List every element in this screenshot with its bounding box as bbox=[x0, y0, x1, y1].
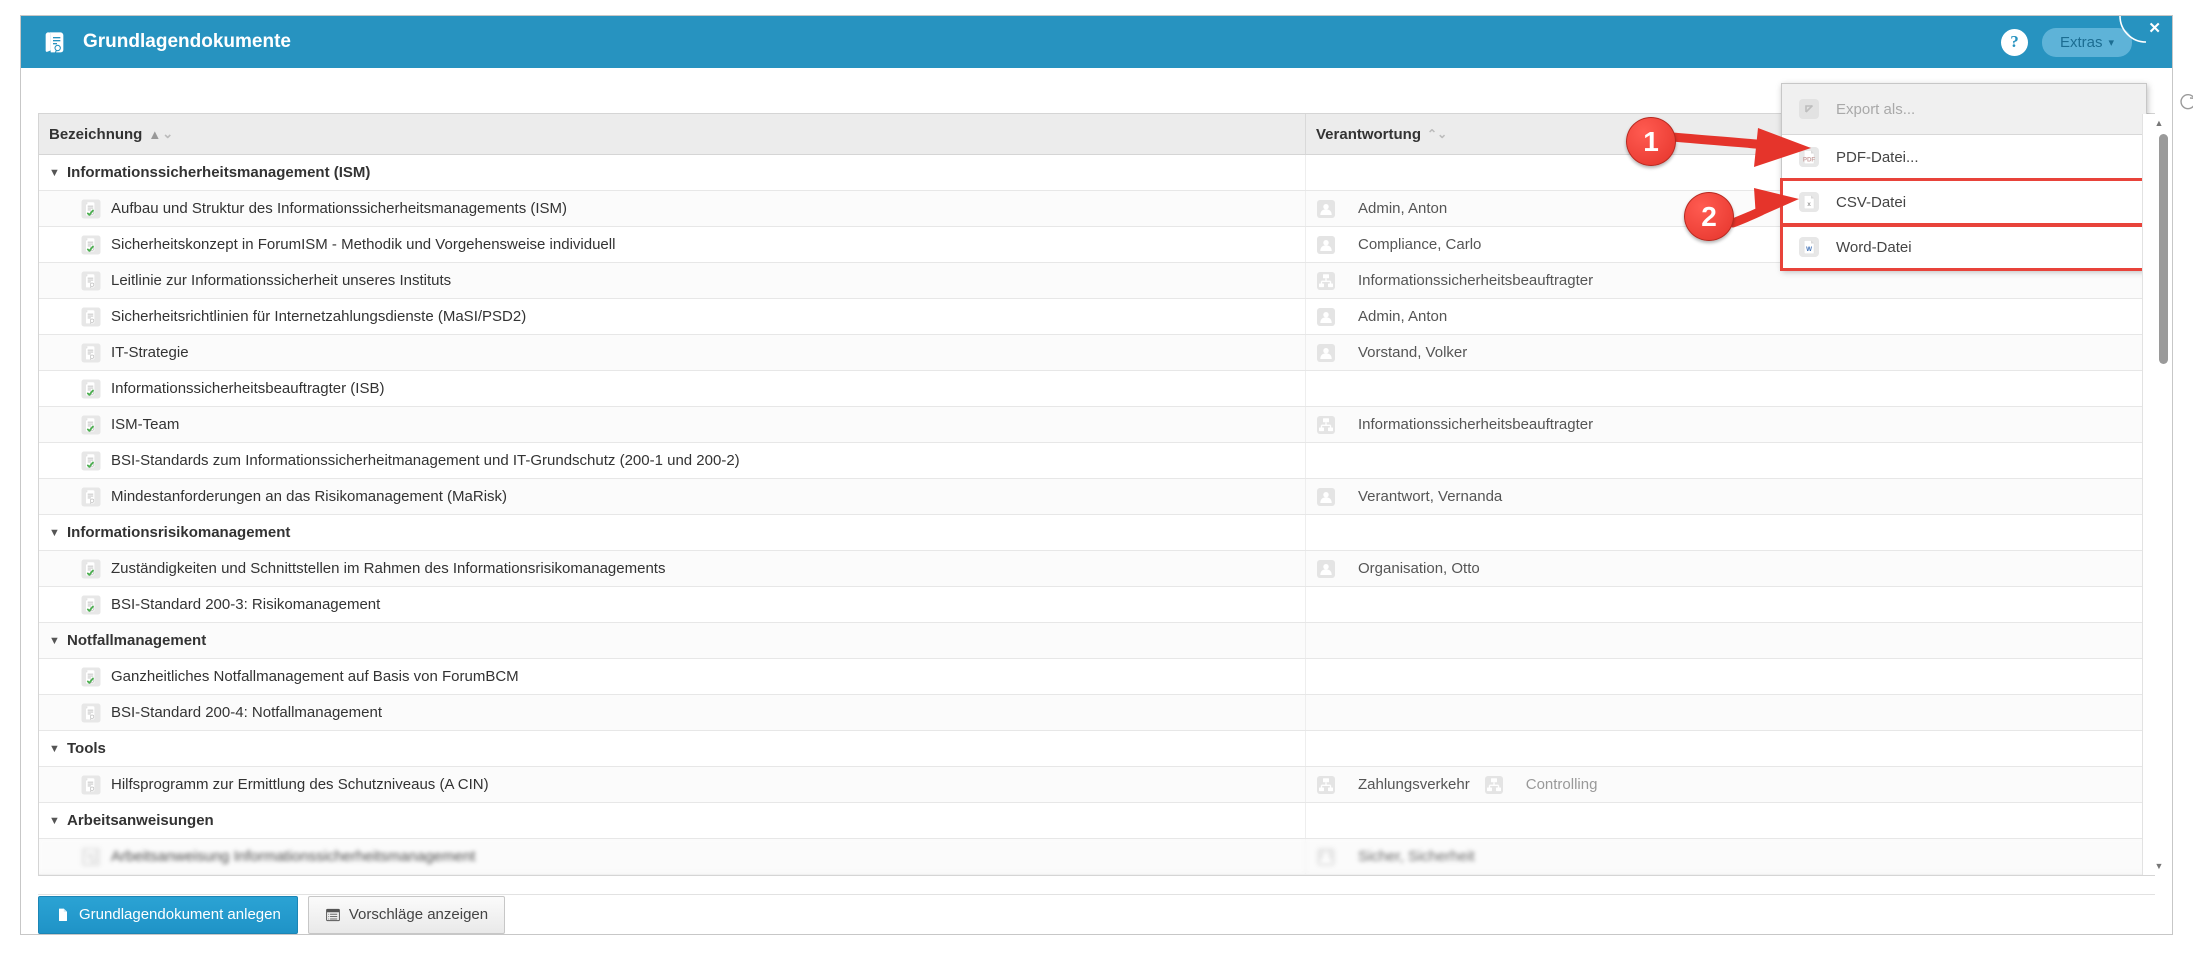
svg-text:W: W bbox=[1806, 246, 1812, 253]
svg-text:PDF: PDF bbox=[1803, 157, 1816, 164]
svg-text:x: x bbox=[1807, 201, 1811, 208]
